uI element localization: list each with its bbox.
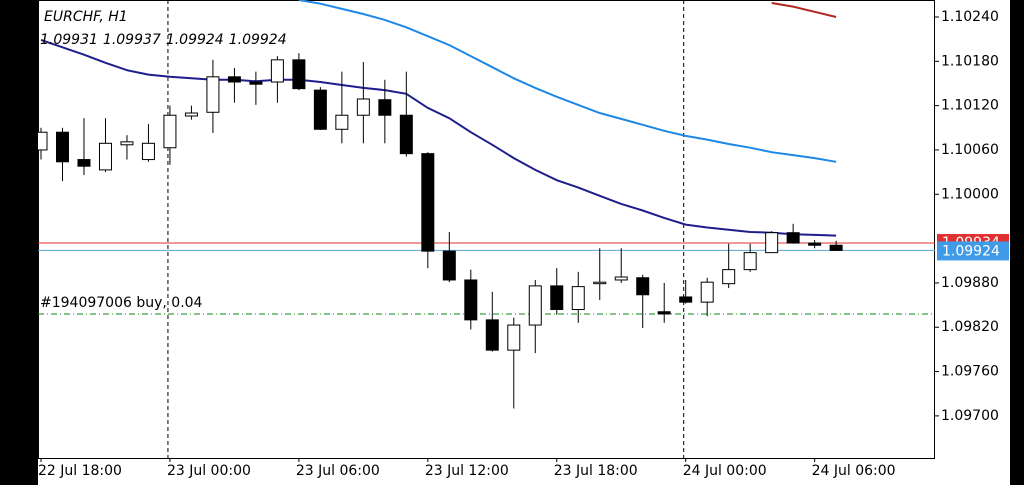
x-tick-label: 23 Jul 12:00 [425,463,509,479]
chart-title: EURCHF, H1 [44,9,128,25]
candle-body [571,286,585,311]
candle-body [808,242,822,246]
candle-body [829,244,843,251]
candle-body [356,98,370,116]
x-tick-label: 24 Jul 06:00 [812,463,896,479]
y-tick-label: 1.10120 [941,98,999,114]
candle-body [206,76,220,113]
ohlc-value: 1.09937 [103,32,161,48]
y-tick-label: 1.09760 [941,364,999,380]
candle-body [722,269,736,285]
candle-body [399,114,413,155]
ohlc-value: 1.09924 [229,32,287,48]
candle-body [227,76,241,83]
y-tick-label: 1.09880 [941,275,999,291]
y-tick-label: 1.10000 [941,186,999,202]
candle-body [335,114,349,130]
candle-body [657,311,671,315]
y-tick-label: 1.10180 [941,53,999,69]
candle-body [786,232,800,244]
bid-tag [937,241,1009,261]
candle-body [636,277,650,296]
candle-body [249,81,263,85]
ohlc-readout: 1.09931 1.09937 1.09924 1.09924 [40,32,287,48]
candle-body [442,250,456,281]
candle-body [679,296,693,303]
plot-frame [38,0,935,459]
moving-average [771,2,837,18]
candle-body [77,159,91,167]
candle-body [550,285,564,311]
plot-area [38,0,935,458]
moving-average [40,38,837,237]
x-tick-label: 23 Jul 18:00 [554,463,638,479]
y-tick-label: 1.10240 [941,9,999,25]
candle-body [184,112,198,117]
candle-body [270,59,284,83]
ohlc-value: 1.09931 [40,32,98,48]
candle-body [163,114,177,149]
candle-body [55,131,69,163]
x-tick-label: 24 Jul 00:00 [683,463,767,479]
candle-body [507,324,521,351]
x-tick-label: 23 Jul 00:00 [167,463,251,479]
candle-body [528,285,542,326]
candle-body [464,279,478,321]
right-edge [1010,0,1024,485]
candle-body [98,142,112,171]
candle-body [765,232,779,254]
candle-body [292,59,306,90]
candle-body [38,131,48,151]
candle-body [313,89,327,130]
candle-body [141,142,155,161]
left-edge [0,0,38,485]
candle-body [378,99,392,116]
candle-body [614,276,628,281]
y-tick-label: 1.09700 [941,408,999,424]
ohlc-value: 1.09924 [166,32,224,48]
candle-body [421,153,435,252]
candle-body [120,141,134,146]
bid-tag-label: 1.09924 [942,243,1000,259]
y-tick-label: 1.09820 [941,319,999,335]
x-tick-label: 22 Jul 18:00 [38,463,122,479]
x-tick-label: 23 Jul 06:00 [296,463,380,479]
candle-body [485,319,499,351]
y-tick-label: 1.10060 [941,142,999,158]
candle-body [700,281,714,303]
order-label: #194097006 buy, 0.04 [40,295,203,311]
candle-body [743,252,757,271]
moving-average [298,0,837,163]
candle-body [593,281,607,285]
